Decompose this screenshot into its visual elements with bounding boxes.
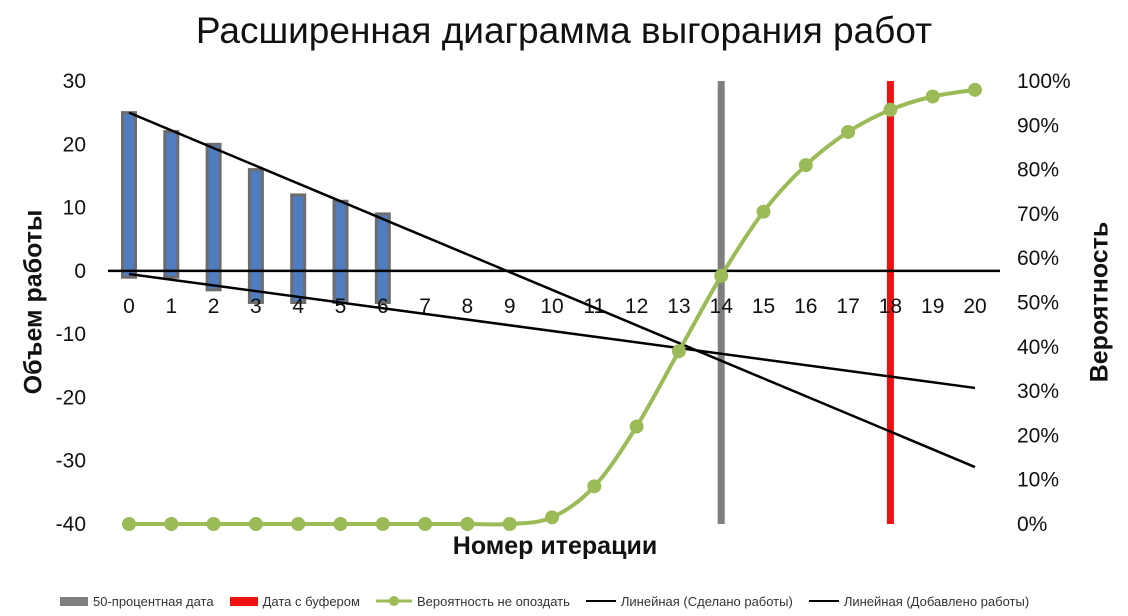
legend-label-trend-done: Линейная (Сделано работы) bbox=[620, 593, 793, 609]
legend-swatch-trend-added bbox=[808, 600, 839, 602]
y-left-tick-label: -20 bbox=[56, 386, 86, 409]
bar-iteration-5 bbox=[332, 199, 349, 304]
legend-item-buffer-date: Дата с буфером bbox=[229, 593, 360, 609]
y-left-tick-label: 20 bbox=[63, 133, 86, 156]
probability-point-4 bbox=[291, 517, 306, 531]
bar-iteration-4 bbox=[290, 193, 307, 305]
x-tick-label: 2 bbox=[208, 295, 220, 318]
x-tick-label: 19 bbox=[921, 295, 944, 318]
bar-iteration-6 bbox=[374, 212, 391, 304]
probability-point-6 bbox=[375, 517, 390, 531]
probability-point-9 bbox=[502, 517, 517, 531]
probability-point-3 bbox=[248, 517, 263, 531]
trend-line-added bbox=[128, 272, 976, 390]
probability-point-16 bbox=[798, 158, 813, 173]
legend-label-50-date: 50-процентная дата bbox=[93, 593, 214, 609]
bar-iteration-2 bbox=[205, 142, 222, 292]
probability-point-13 bbox=[671, 344, 686, 359]
x-tick-label: 7 bbox=[419, 295, 431, 318]
x-tick-label: 18 bbox=[879, 295, 902, 318]
legend-label-probability: Вероятность не опоздать bbox=[416, 593, 570, 609]
x-tick-label: 16 bbox=[794, 295, 817, 318]
y-axis-right-label: Вероятность bbox=[1085, 221, 1114, 383]
probability-point-17 bbox=[841, 124, 856, 139]
y-left-tick-label: -30 bbox=[56, 450, 86, 473]
x-tick-label: 13 bbox=[667, 295, 690, 318]
y-right-tick-label: 80% bbox=[1017, 159, 1059, 182]
probability-point-2 bbox=[206, 517, 221, 531]
y-left-tick-label: -10 bbox=[56, 323, 86, 346]
legend-item-50-date: 50-процентная дата bbox=[60, 594, 214, 609]
x-tick-label: 9 bbox=[504, 295, 516, 318]
legend-label-trend-added: Линейная (Добавлено работы) bbox=[843, 593, 1030, 609]
x-tick-label: 1 bbox=[165, 295, 177, 318]
legend-swatch-probability bbox=[375, 596, 412, 606]
probability-point-5 bbox=[333, 517, 348, 531]
x-tick-label: 6 bbox=[377, 295, 389, 318]
x-tick-label: 15 bbox=[752, 295, 775, 318]
legend-item-probability: Вероятность не опоздать bbox=[375, 593, 570, 609]
legend-label-buffer-date: Дата с буфером bbox=[262, 593, 360, 609]
x-tick-label: 5 bbox=[335, 295, 347, 318]
probability-point-15 bbox=[756, 204, 771, 219]
probability-point-8 bbox=[460, 517, 475, 531]
probability-point-7 bbox=[418, 517, 433, 531]
bar-iteration-0 bbox=[121, 111, 137, 279]
probability-point-20 bbox=[968, 82, 982, 97]
x-axis-label: Номер итерации bbox=[452, 532, 658, 560]
chart-title: Расширенная диаграмма выгорания работ bbox=[195, 10, 933, 51]
y-left-tick-label: 30 bbox=[63, 70, 86, 93]
trend-line-done bbox=[128, 111, 976, 469]
x-tick-label: 10 bbox=[540, 295, 563, 318]
legend: 50-процентная дата Дата с буфером Вероят… bbox=[60, 592, 1045, 610]
probability-point-0 bbox=[122, 517, 136, 531]
y-left-tick-label: -40 bbox=[56, 513, 86, 536]
probability-point-18 bbox=[883, 102, 898, 117]
probability-line bbox=[129, 87, 976, 527]
legend-swatch-trend-done bbox=[585, 600, 616, 602]
y-right-tick-label: 10% bbox=[1017, 469, 1059, 492]
bar-iteration-1 bbox=[163, 130, 180, 279]
x-tick-label: 20 bbox=[963, 295, 986, 318]
y-left-tick-label: 10 bbox=[63, 197, 86, 220]
probability-point-19 bbox=[925, 89, 940, 104]
y-right-tick-label: 90% bbox=[1017, 114, 1059, 137]
y-left-tick-label: 0 bbox=[74, 260, 86, 283]
probability-point-1 bbox=[164, 517, 179, 531]
legend-item-trend-done: Линейная (Сделано работы) bbox=[585, 593, 793, 609]
y-right-tick-label: 20% bbox=[1017, 424, 1059, 447]
x-tick-label: 3 bbox=[250, 295, 262, 318]
y-right-tick-label: 40% bbox=[1017, 336, 1059, 359]
x-tick-label: 8 bbox=[462, 295, 474, 318]
x-tick-label: 12 bbox=[625, 295, 648, 318]
legend-swatch-gray bbox=[60, 596, 88, 606]
y-right-tick-label: 60% bbox=[1017, 247, 1059, 270]
bar-iteration-3 bbox=[247, 168, 264, 304]
probability-point-14 bbox=[714, 268, 729, 283]
x-tick-label: 14 bbox=[710, 295, 734, 318]
probability-point-10 bbox=[545, 510, 559, 525]
x-tick-label: 4 bbox=[292, 295, 304, 318]
x-tick-label: 17 bbox=[836, 295, 859, 318]
y-right-tick-label: 70% bbox=[1017, 203, 1059, 226]
y-axis-left-label: Объем работы bbox=[19, 209, 48, 395]
probability-point-11 bbox=[587, 479, 602, 494]
x-tick-label: 0 bbox=[123, 295, 135, 318]
y-right-tick-label: 100% bbox=[1017, 70, 1071, 93]
probability-point-12 bbox=[629, 419, 644, 434]
y-right-tick-label: 0% bbox=[1017, 513, 1047, 536]
y-right-tick-label: 30% bbox=[1017, 380, 1059, 403]
legend-swatch-red bbox=[229, 596, 258, 606]
y-right-tick-label: 50% bbox=[1017, 292, 1059, 315]
legend-item-trend-added: Линейная (Добавлено работы) bbox=[808, 593, 1030, 609]
